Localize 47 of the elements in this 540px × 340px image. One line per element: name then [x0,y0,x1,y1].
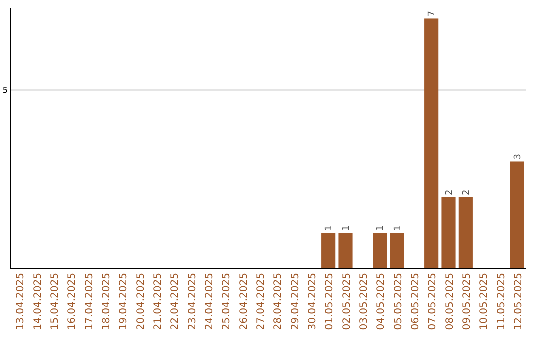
bar [424,18,439,269]
bar [458,197,473,269]
x-tick-label: 12.05.2025 [513,273,524,330]
x-tick-label: 29.04.2025 [290,273,302,330]
x-tick-label: 07.05.2025 [428,273,439,330]
bar [373,233,388,269]
x-tick-label: 09.05.2025 [462,273,473,330]
x-tick-label: 17.04.2025 [84,273,96,330]
data-label: 7 [428,10,438,17]
data-label: 1 [324,226,335,232]
bar [510,162,524,269]
x-tick-label: 27.04.2025 [256,273,267,330]
x-tick-label: 16.04.2025 [67,273,78,330]
x-tick-label: 10.05.2025 [479,273,490,330]
x-tick-label: 28.04.2025 [273,273,284,330]
x-tick-label: 13.04.2025 [16,273,27,330]
data-label: 2 [444,190,455,196]
data-label: 1 [376,226,386,232]
x-tick-label: 08.05.2025 [444,273,456,330]
x-tick-label: 04.05.2025 [376,273,388,330]
x-tick-label: 22.04.2025 [170,273,182,330]
x-tick-label: 19.04.2025 [118,273,130,330]
x-tick-label: 05.05.2025 [393,273,404,330]
x-tick-label: 21.04.2025 [152,273,164,330]
data-label: 2 [462,190,472,196]
x-tick-label: 03.05.2025 [358,273,370,330]
x-tick-label: 23.04.2025 [187,273,198,330]
x-tick-label: 06.05.2025 [410,273,422,330]
x-tick-label: 11.05.2025 [496,273,508,330]
x-tick-label: 30.04.2025 [307,273,318,330]
bar [338,233,353,269]
x-tick-label: 02.05.2025 [342,273,353,330]
bar [322,233,336,269]
bar [442,197,456,269]
x-tick-label: 20.04.2025 [136,273,147,330]
x-tick-label: 25.04.2025 [222,273,233,330]
bar [390,233,404,269]
x-tick-label: 18.04.2025 [101,273,112,330]
x-tick-label: 01.05.2025 [324,273,336,330]
data-label: 1 [393,226,404,232]
ref-line-label: 5 [2,86,8,96]
data-label: 3 [513,154,524,160]
x-tick-label: 26.04.2025 [238,273,250,330]
x-tick-label: 24.04.2025 [204,273,216,330]
x-tick-label: 15.04.2025 [50,273,61,330]
data-label: 1 [342,226,352,232]
x-tick-label: 14.04.2025 [32,273,44,330]
